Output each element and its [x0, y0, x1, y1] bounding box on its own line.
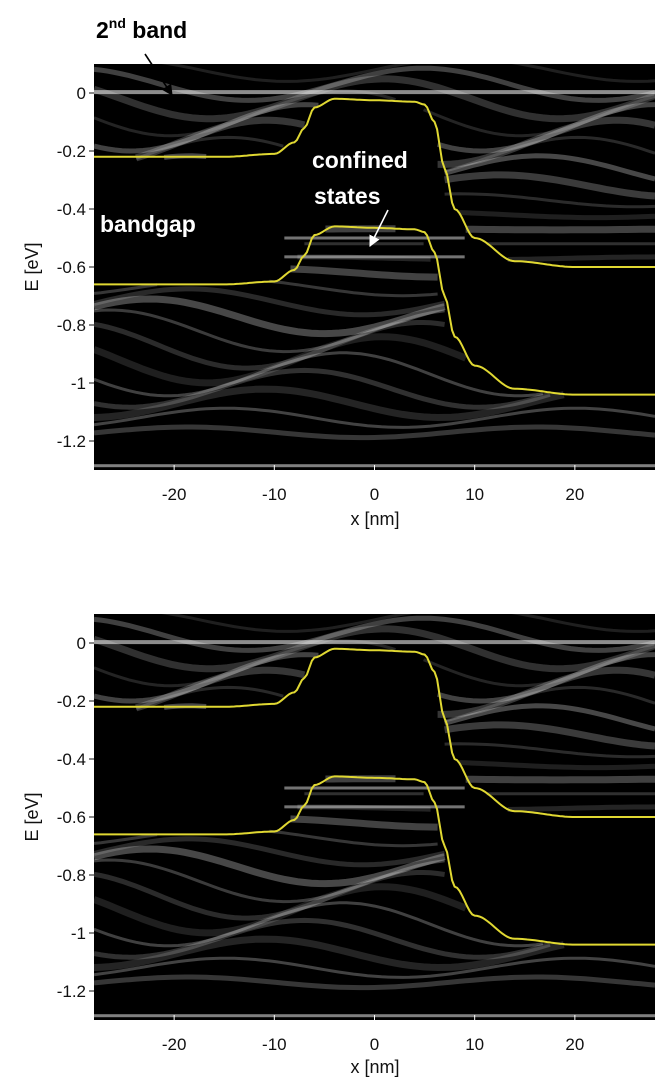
- fringe-line: [94, 75, 655, 123]
- y-tick-label: -0.6: [57, 258, 86, 277]
- valence-band-edge: [94, 225, 655, 396]
- band-edges: [94, 647, 655, 946]
- valence-band-edge: [94, 775, 655, 946]
- confined-state-line: [284, 786, 465, 790]
- fringe-line: [135, 116, 655, 168]
- y-tick-label: 0: [77, 634, 86, 653]
- fringe-line: [135, 135, 655, 173]
- y-axis-label: E [eV]: [22, 242, 42, 291]
- confined-state-line: [284, 805, 465, 809]
- fringe-line: [444, 742, 655, 759]
- band-top-streak: [94, 90, 655, 95]
- confined-states-label-line1: confined: [312, 147, 408, 173]
- fringe-line: [94, 406, 655, 429]
- y-axis: 0 -0.2 -0.4 -0.6 -0.8 -1 -1.2: [57, 84, 94, 451]
- y-tick-label: -0.8: [57, 866, 86, 885]
- panel-bottom: 0 -0.2 -0.4 -0.6 -0.8 -1 -1.2 -20 -10 0 10 20 x [n…: [22, 614, 655, 1077]
- second-band-number: 2: [96, 17, 109, 43]
- x-tick-label: -10: [262, 1035, 287, 1054]
- band-top-streak: [94, 640, 655, 645]
- fringe-line: [325, 225, 655, 234]
- x-axis: -20 -10 0 10 20: [162, 1015, 584, 1054]
- fringe-line: [135, 666, 655, 718]
- panel-top: 0 -0.2 -0.4 -0.6 -0.8 -1 -1.2 -20 -10 0 10 20 x [n…: [22, 64, 655, 529]
- x-axis-label: x [nm]: [350, 509, 399, 529]
- y-tick-label: -1: [71, 374, 86, 393]
- y-tick-label: -1.2: [57, 982, 86, 1001]
- confined-states-label-line2: states: [314, 183, 380, 209]
- confined-state-line: [284, 255, 465, 259]
- confined-states-arrow: [369, 209, 389, 248]
- fringe-line: [297, 254, 655, 262]
- fringe-line: [161, 64, 655, 83]
- fringe-line: [94, 424, 655, 441]
- annotations: 2nd band bandgap confined states: [96, 15, 408, 248]
- x-tick-label: 10: [465, 485, 484, 504]
- bandgap-label: bandgap: [100, 211, 196, 237]
- y-tick-label: -1: [71, 924, 86, 943]
- fringe-line: [444, 171, 655, 200]
- x-tick-label: -20: [162, 1035, 187, 1054]
- second-band-superscript: nd: [109, 15, 126, 31]
- y-tick-label: 0: [77, 84, 86, 103]
- x-axis: -20 -10 0 10 20: [162, 465, 584, 504]
- fringe-line: [94, 102, 655, 154]
- fringe-line: [444, 192, 655, 209]
- y-tick-label: -1.2: [57, 432, 86, 451]
- y-axis-label: E [eV]: [22, 792, 42, 841]
- y-tick-label: -0.2: [57, 692, 86, 711]
- x-tick-label: 20: [565, 485, 584, 504]
- y-axis: 0 -0.2 -0.4 -0.6 -0.8 -1 -1.2: [57, 634, 94, 1001]
- y-tick-label: -0.2: [57, 142, 86, 161]
- fringe-line: [161, 614, 655, 633]
- second-band-label: 2nd band: [96, 15, 187, 43]
- x-tick-label: -20: [162, 485, 187, 504]
- x-tick-label: 10: [465, 1035, 484, 1054]
- fringe-line: [444, 721, 655, 750]
- fringe-pattern: [94, 614, 655, 1018]
- y-tick-label: -0.6: [57, 808, 86, 827]
- x-tick-label: 0: [370, 485, 379, 504]
- y-tick-label: -0.8: [57, 316, 86, 335]
- x-axis-label: x [nm]: [350, 1057, 399, 1077]
- fringe-line: [297, 804, 655, 812]
- fringe-line: [94, 652, 655, 704]
- x-tick-label: 20: [565, 1035, 584, 1054]
- fringe-pattern: [94, 64, 655, 468]
- x-tick-label: -10: [262, 485, 287, 504]
- y-tick-label: -0.4: [57, 750, 86, 769]
- second-band-word: band: [126, 17, 187, 43]
- fringe-line: [94, 625, 655, 673]
- fringe-line: [458, 760, 655, 771]
- y-tick-label: -0.4: [57, 200, 86, 219]
- fringe-line: [94, 974, 655, 991]
- conduction-band-edge: [94, 647, 655, 818]
- fringe-line: [94, 956, 655, 979]
- conduction-band-edge: [94, 97, 655, 268]
- second-band-arrow: [144, 53, 173, 96]
- band-edges: [94, 97, 655, 396]
- fringe-line: [135, 685, 655, 723]
- fringe-line: [458, 210, 655, 221]
- x-tick-label: 0: [370, 1035, 379, 1054]
